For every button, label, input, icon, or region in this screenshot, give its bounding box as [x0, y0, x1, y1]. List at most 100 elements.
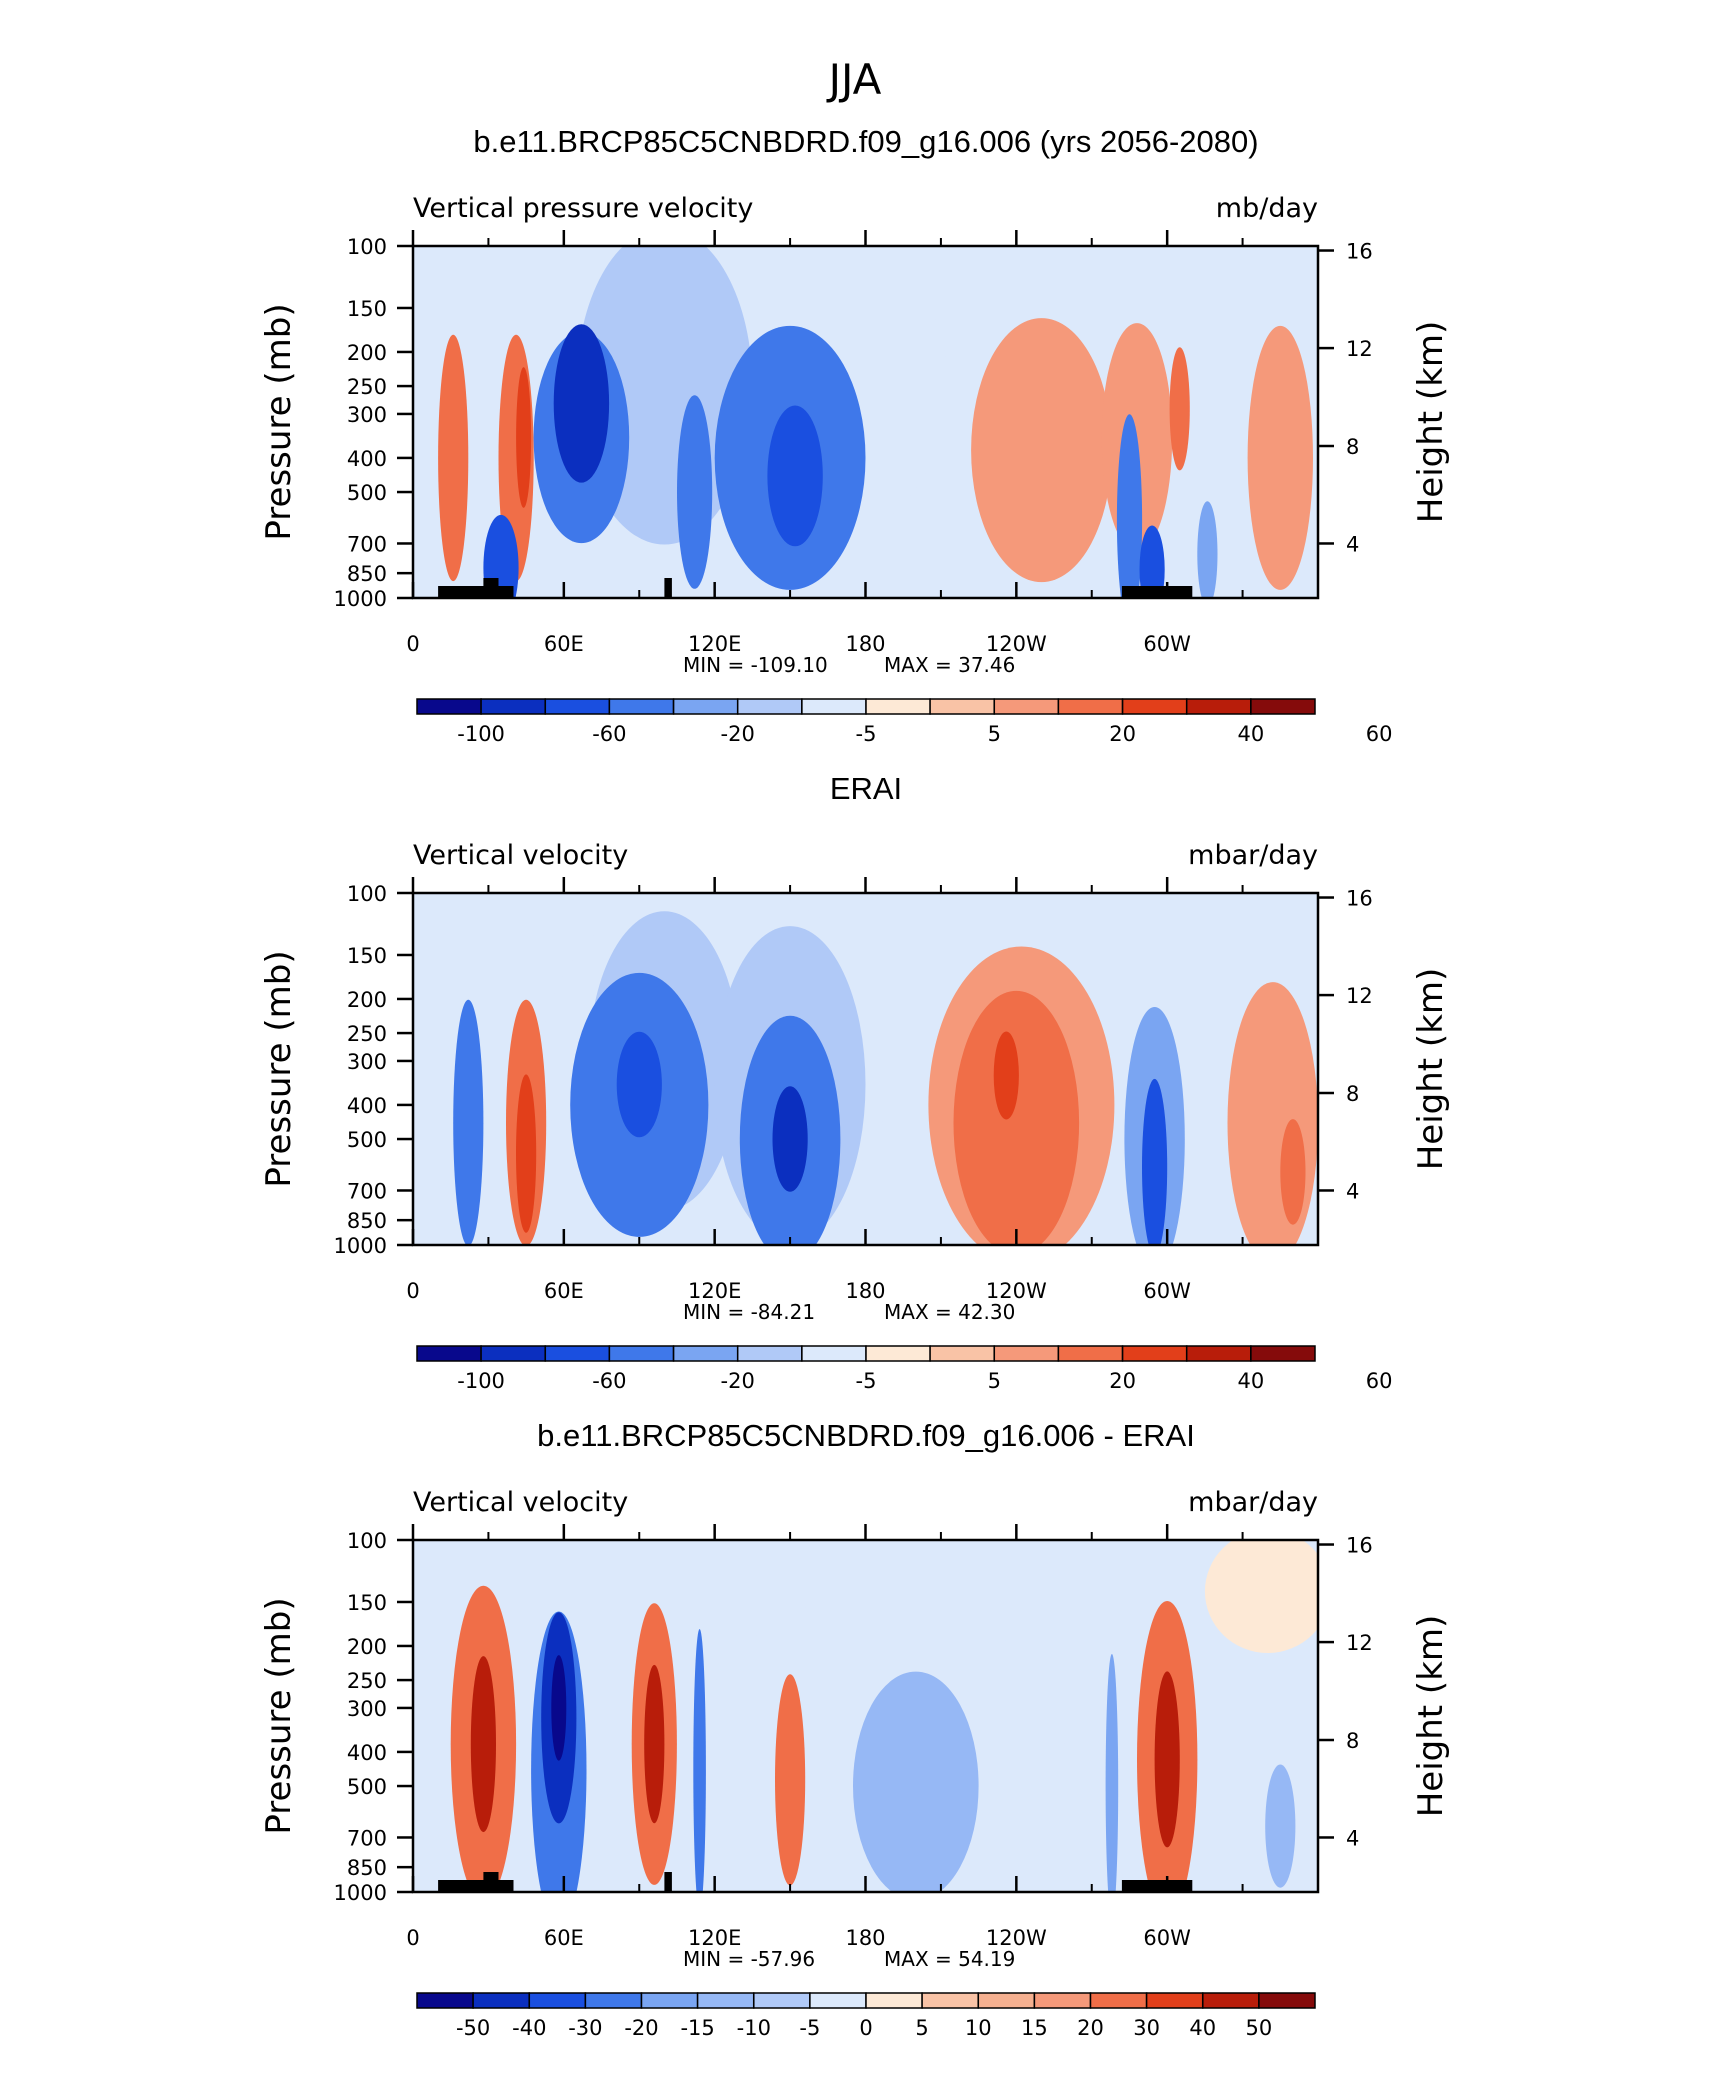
colorbar-box: [1057, 1345, 1124, 1362]
colorbar-box: [608, 1345, 675, 1362]
contour-region: [1197, 501, 1218, 598]
x-tick-label: 120W: [986, 1926, 1047, 1950]
colorbar-box: [753, 1992, 811, 2009]
colorbar-label: -100: [457, 1369, 505, 1393]
y-tick-label: 300: [347, 403, 387, 427]
contour-region: [1280, 1119, 1306, 1225]
panel-1: b.e11.BRCP85C5CNBDRD.f09_g16.006 (yrs 20…: [259, 124, 1451, 746]
colorbar-box: [929, 1345, 995, 1362]
y-tick-label: 700: [347, 1179, 387, 1203]
colorbar-box: [1185, 1345, 1252, 1362]
units-label: mb/day: [1216, 193, 1318, 224]
x-tick-label: 180: [845, 632, 885, 656]
contour-region: [677, 395, 713, 589]
colorbar-box: [736, 1345, 803, 1362]
y-tick-label: 400: [347, 1741, 387, 1765]
contour-region: [516, 367, 532, 508]
colorbar-box: [1121, 698, 1188, 715]
x-tick-label: 60E: [544, 1926, 584, 1950]
height-tick-label: 16: [1346, 887, 1373, 911]
colorbar-label: -20: [721, 1369, 755, 1393]
y-axis-label: Pressure (mb): [259, 950, 299, 1187]
topography-mask: [1121, 586, 1193, 598]
colorbar-label: 10: [965, 2016, 992, 2040]
contour-region: [1227, 982, 1318, 1245]
colorbar-label: -100: [457, 722, 505, 746]
contour-region: [1265, 1764, 1296, 1888]
contour-region: [483, 514, 519, 598]
colorbar-box: [696, 1992, 755, 2009]
x-tick-label: 120W: [986, 632, 1047, 656]
y-tick-label: 250: [347, 1669, 387, 1693]
contour-field: [413, 246, 1318, 598]
x-tick-label: 60E: [544, 632, 584, 656]
height-tick-label: 8: [1346, 1729, 1359, 1753]
height-tick-label: 4: [1346, 1826, 1359, 1850]
y-tick-label: 150: [347, 1591, 387, 1615]
y-axis-label: Pressure (mb): [259, 303, 299, 540]
y-tick-label: 1000: [334, 1881, 387, 1905]
y-tick-label: 300: [347, 1697, 387, 1721]
y-tick-label: 1000: [334, 587, 387, 611]
contour-region: [438, 334, 469, 582]
colorbar-label: 60: [1366, 1369, 1393, 1393]
contour-region: [453, 999, 484, 1245]
max-value: MAX = 37.46: [884, 653, 1015, 677]
x-tick-label: 120W: [986, 1279, 1047, 1303]
x-tick-label: 0: [406, 1279, 419, 1303]
colorbar-label: -60: [592, 722, 626, 746]
contour-region: [1116, 414, 1143, 598]
height-tick-label: 4: [1346, 532, 1359, 556]
y-tick-label: 1000: [334, 1234, 387, 1258]
x-tick-label: 60W: [1143, 1926, 1191, 1950]
max-value: MAX = 42.30: [884, 1300, 1015, 1324]
topography-mask: [664, 1872, 672, 1892]
y-tick-label: 150: [347, 944, 387, 968]
contour-region: [1247, 325, 1314, 590]
contour-region: [993, 1031, 1019, 1120]
topography-mask: [438, 586, 514, 598]
colorbar-label: 15: [1021, 2016, 1048, 2040]
min-value: MIN = -109.10: [683, 653, 828, 677]
y-tick-label: 200: [347, 341, 387, 365]
variable-label: Vertical pressure velocity: [413, 193, 753, 224]
x-tick-label: 180: [845, 1926, 885, 1950]
colorbar-box: [640, 1992, 699, 2009]
x-tick-label: 0: [406, 632, 419, 656]
panel-title: b.e11.BRCP85C5CNBDRD.f09_g16.006 (yrs 20…: [473, 124, 1258, 159]
variable-label: Vertical velocity: [413, 1487, 628, 1518]
contour-region: [1139, 525, 1165, 598]
x-tick-label: 60E: [544, 1279, 584, 1303]
topography-mask: [664, 578, 672, 598]
colorbar-box: [1033, 1992, 1092, 2009]
y-tick-label: 500: [347, 481, 387, 505]
colorbar-label: 0: [859, 2016, 872, 2040]
colorbar: -100 -60 -20 -5 5 20 40 60: [416, 698, 1392, 746]
contour-region: [775, 1674, 806, 1886]
x-tick-label: 120E: [688, 632, 741, 656]
contour-region: [1169, 347, 1190, 471]
colorbar-box: [544, 1345, 611, 1362]
colorbar-box: [1145, 1992, 1204, 2009]
x-tick-label: 60W: [1143, 632, 1191, 656]
panel-3: b.e11.BRCP85C5CNBDRD.f09_g16.006 - ERAI V…: [259, 1418, 1451, 2040]
colorbar-label: -60: [592, 1369, 626, 1393]
colorbar-box: [736, 698, 803, 715]
colorbar-label: -20: [624, 2016, 658, 2040]
y-tick-label: 100: [347, 1529, 387, 1553]
contour-region: [693, 1629, 706, 1892]
contour-region: [1154, 1671, 1180, 1848]
x-tick-label: 0: [406, 1926, 419, 1950]
max-value: MAX = 54.19: [884, 1947, 1015, 1971]
y-tick-label: 700: [347, 1826, 387, 1850]
contour-region: [1105, 1654, 1119, 1892]
colorbar-label: -15: [680, 2016, 714, 2040]
panel-title: b.e11.BRCP85C5CNBDRD.f09_g16.006 - ERAI: [537, 1418, 1195, 1453]
colorbar-box: [1202, 1992, 1260, 2009]
topography-mask: [438, 1880, 514, 1892]
height-tick-label: 12: [1346, 1631, 1373, 1655]
units-label: mbar/day: [1188, 840, 1318, 871]
colorbar-box: [672, 698, 739, 715]
y-axis-right-label: Height (km): [1411, 321, 1451, 524]
